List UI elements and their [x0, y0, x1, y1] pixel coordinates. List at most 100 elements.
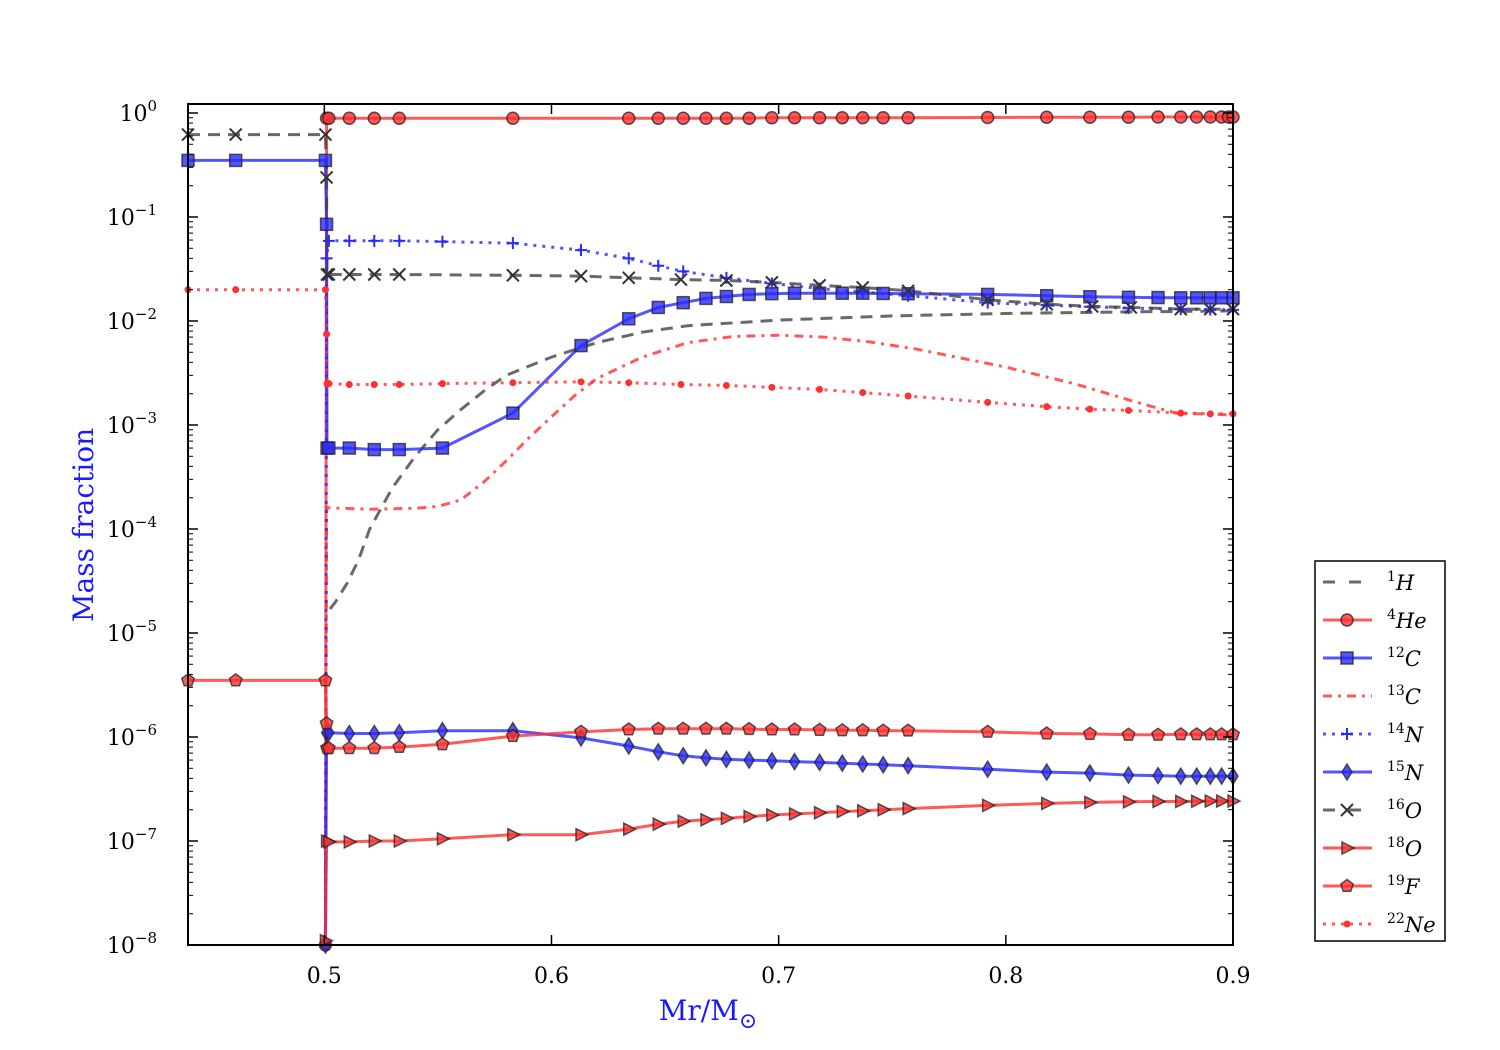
data-point-15N [743, 750, 756, 770]
data-point-19F [1082, 726, 1097, 740]
data-point-12C [765, 286, 779, 301]
data-point-19F [787, 722, 802, 736]
data-point-14N [343, 234, 356, 247]
y-tick-label: 10−3 [107, 409, 157, 439]
data-point-15N [677, 746, 690, 766]
legend-entry-16O: 16O [1323, 797, 1422, 823]
data-point-22Ne [625, 379, 633, 387]
data-point-15N [343, 724, 356, 743]
data-point-16O [228, 127, 243, 142]
data-point-4He [699, 111, 713, 125]
legend-marker-x-icon [1340, 803, 1354, 817]
data-point-19F [573, 724, 589, 738]
data-point-19F [719, 721, 734, 735]
data-point-18O [622, 821, 638, 837]
data-point-22Ne [395, 381, 403, 389]
data-point-15N [436, 721, 449, 741]
data-point-12C [651, 300, 665, 315]
data-point-22Ne [1177, 409, 1185, 417]
legend-entry-13C: 13C [1323, 683, 1421, 709]
data-point-12C [1189, 291, 1204, 305]
series-line-13C [323, 333, 1233, 945]
data-point-4He [651, 111, 665, 125]
data-point-14N [622, 252, 635, 265]
series-line-1H [328, 309, 1233, 610]
data-point-19F [1121, 727, 1136, 741]
legend-marker-triangle-right-icon [1341, 840, 1356, 856]
data-point-12C [787, 286, 802, 300]
data-point-15N [836, 753, 849, 773]
data-point-19F [698, 721, 713, 735]
data-point-18O [856, 803, 872, 819]
data-point-18O [1040, 796, 1056, 811]
y-tick-label: 10−2 [107, 305, 157, 335]
data-point-4He [835, 110, 850, 125]
data-point-18O [836, 804, 851, 819]
data-point-15N [652, 742, 665, 762]
data-point-15N [393, 723, 406, 743]
data-point-18O [700, 812, 715, 827]
data-point-18O [436, 831, 452, 847]
data-point-22Ne [325, 380, 333, 388]
data-point-18O [902, 801, 917, 816]
data-point-19F [835, 722, 850, 737]
data-point-16O [622, 271, 636, 285]
data-point-4He [676, 111, 690, 125]
data-point-15N [1040, 762, 1053, 782]
data-point-16O [367, 267, 381, 282]
data-point-22Ne [768, 383, 776, 391]
data-point-18O [1122, 794, 1138, 810]
data-point-19F [1203, 726, 1218, 741]
data-point-4He [812, 110, 827, 125]
data-point-15N [765, 751, 778, 771]
legend-entry-15N: 15N [1323, 759, 1424, 785]
data-point-15N [720, 749, 733, 769]
data-point-16O [980, 293, 995, 307]
x-tick-label: 0.9 [1216, 964, 1251, 989]
data-point-12C [342, 441, 357, 455]
data-point-15N [1152, 766, 1164, 786]
legend-frame [1314, 560, 1446, 942]
data-point-18O [1152, 794, 1167, 809]
data-point-12C [1174, 291, 1188, 305]
data-point-16O [1085, 299, 1099, 314]
data-point-19F [319, 715, 334, 730]
x-tick-label: 0.6 [534, 964, 569, 989]
data-point-14N [652, 259, 665, 272]
data-point-15N [981, 759, 994, 779]
legend-label: 12C [1387, 645, 1421, 671]
data-point-4He [1083, 110, 1097, 124]
y-tick-label: 10−1 [107, 201, 157, 231]
data-point-19F [764, 722, 779, 736]
data-point-14N [320, 252, 333, 265]
y-tick-label: 10−7 [107, 825, 157, 855]
legend-label: 1H [1387, 569, 1415, 595]
data-point-12C [574, 338, 588, 353]
data-point-15N [877, 755, 890, 775]
data-point-22Ne [1206, 410, 1214, 418]
data-point-22Ne [984, 398, 992, 406]
y-tick-label: 10−4 [107, 513, 157, 543]
data-point-4He [1039, 110, 1054, 124]
series-line-16O [188, 133, 1233, 311]
data-point-4He [506, 111, 520, 125]
data-point-22Ne [321, 286, 329, 294]
data-point-16O [342, 267, 357, 282]
legend-entry-22Ne: 22Ne [1323, 911, 1436, 937]
data-point-18O [677, 813, 692, 829]
data-point-14N [368, 234, 381, 247]
data-point-12C [1203, 291, 1218, 305]
data-point-18O [743, 809, 758, 824]
data-point-18O [877, 802, 892, 817]
data-point-12C [228, 153, 243, 168]
x-tick-label: 0.5 [307, 964, 342, 989]
data-point-14N [322, 234, 335, 247]
data-point-12C [1214, 291, 1229, 305]
data-point-14N [575, 244, 588, 257]
legend-entry-14N: 14N [1323, 721, 1424, 747]
data-point-22Ne [345, 381, 353, 389]
x-tick-label: 0.7 [761, 964, 796, 989]
data-point-14N [393, 234, 406, 247]
data-point-12C [367, 442, 382, 457]
